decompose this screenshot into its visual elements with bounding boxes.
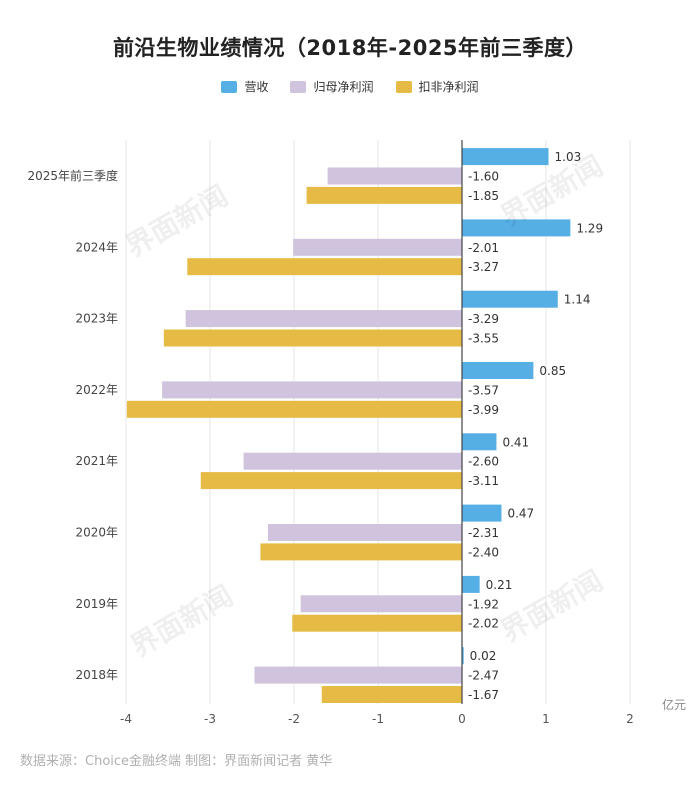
legend-item-revenue[interactable]: 营收: [221, 78, 268, 95]
bar-non_gaap: [200, 472, 462, 490]
legend-item-net-profit[interactable]: 归母净利润: [290, 78, 374, 95]
legend-swatch-revenue: [221, 80, 238, 93]
data-label: -3.27: [468, 260, 499, 274]
bar-revenue: [462, 148, 549, 166]
data-label: -3.57: [468, 383, 499, 397]
bar-non_gaap: [292, 614, 462, 632]
bar-net_profit: [327, 167, 462, 185]
bar-revenue: [462, 575, 480, 593]
data-label: -1.60: [468, 170, 499, 184]
bar-net_profit: [254, 666, 462, 684]
data-label: 0.02: [470, 649, 497, 663]
bar-revenue: [462, 433, 497, 451]
data-label: -2.02: [468, 617, 499, 631]
data-label: -3.11: [468, 474, 499, 488]
bar-non_gaap: [260, 543, 462, 561]
data-label: -2.60: [468, 455, 499, 469]
data-label: 1.14: [564, 293, 591, 307]
x-tick-label: -4: [120, 712, 132, 726]
data-label: -3.55: [468, 332, 499, 346]
category-label: 2024年: [75, 240, 118, 254]
x-tick-label: -3: [204, 712, 216, 726]
legend-label-revenue: 营收: [244, 80, 269, 94]
legend-item-non-gaap[interactable]: 扣非净利润: [395, 78, 479, 95]
bar-non_gaap: [321, 686, 462, 703]
data-label: -1.92: [468, 597, 499, 611]
x-tick-label: -1: [372, 712, 384, 726]
data-label: 0.47: [507, 507, 534, 521]
legend-label-non-gaap: 扣非净利润: [418, 80, 479, 94]
data-label: 1.03: [555, 150, 582, 164]
category-label: 2018年: [75, 668, 118, 682]
data-label: -2.47: [468, 669, 499, 683]
bar-net_profit: [243, 452, 462, 470]
category-label: 2019年: [75, 597, 118, 611]
data-label: -1.67: [468, 688, 499, 702]
data-label: 0.41: [502, 435, 529, 449]
x-tick-label: 0: [458, 712, 466, 726]
category-label: 2021年: [75, 454, 118, 468]
bar-non_gaap: [187, 258, 462, 276]
bar-net_profit: [162, 381, 462, 399]
bar-revenue: [462, 219, 571, 237]
bar-non_gaap: [163, 329, 463, 347]
legend: 营收 归母净利润 扣非净利润: [0, 78, 700, 95]
bar-revenue: [462, 362, 534, 379]
bar-net_profit: [300, 595, 462, 613]
chart-title: 前沿生物业绩情况（2018年-2025年前三季度）: [112, 36, 588, 60]
data-label: -3.99: [468, 403, 499, 417]
data-label: -2.31: [468, 526, 499, 540]
source-footer: 数据来源：Choice金融终端 制图：界面新闻记者 黄华: [20, 754, 333, 769]
bar-net_profit: [267, 524, 462, 541]
bar-revenue: [462, 504, 502, 522]
legend-swatch-non-gaap: [395, 80, 412, 93]
category-label: 2022年: [75, 383, 118, 397]
category-label: 2020年: [75, 526, 118, 540]
data-label: 0.21: [486, 578, 513, 592]
bar-revenue: [462, 647, 464, 665]
data-label: 0.85: [539, 364, 566, 378]
bar-non_gaap: [306, 186, 462, 204]
legend-swatch-net-profit: [290, 80, 307, 93]
data-label: -3.29: [468, 312, 499, 326]
legend-label-net-profit: 归母净利润: [313, 80, 374, 94]
bar-net_profit: [293, 238, 462, 256]
bar-revenue: [462, 290, 558, 308]
data-label: 1.29: [576, 221, 603, 235]
x-tick-label: 2: [626, 712, 634, 726]
x-tick-label: -2: [288, 712, 300, 726]
data-label: -2.01: [468, 241, 499, 255]
x-axis-unit: 亿元: [662, 697, 686, 712]
x-tick-label: 1: [542, 712, 550, 726]
category-label: 2025年前三季度: [27, 168, 118, 183]
category-label: 2023年: [75, 312, 118, 326]
bar-non_gaap: [126, 400, 462, 418]
data-label: -2.40: [468, 545, 499, 559]
bar-net_profit: [185, 310, 462, 328]
data-label: -1.85: [468, 189, 499, 203]
